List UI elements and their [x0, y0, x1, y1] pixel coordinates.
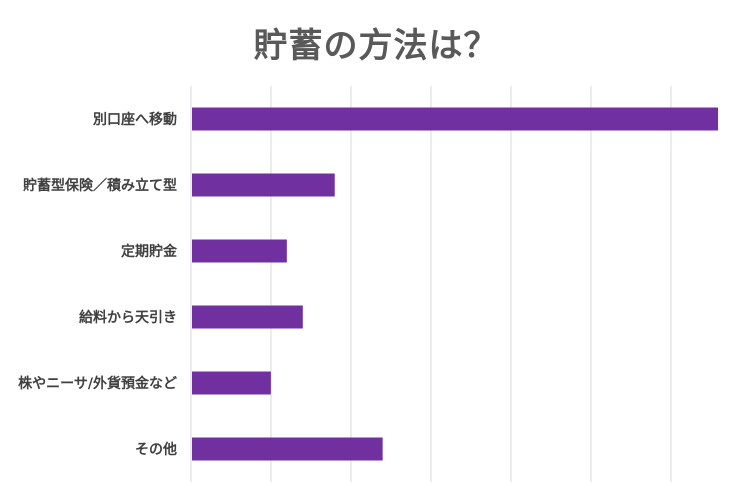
category-label: その他 — [135, 441, 177, 458]
bar — [192, 239, 287, 263]
chart-title: 貯蓄の方法は？ — [253, 26, 499, 66]
bars — [192, 107, 719, 461]
category-label: 給料から天引き — [79, 309, 177, 326]
category-label: 別口座へ移動 — [92, 111, 177, 128]
bar — [192, 305, 303, 329]
bar — [192, 371, 271, 395]
category-labels: 別口座へ移動貯蓄型保険／積み立て型定期貯金給料から天引き株やニーサ/外貨預金など… — [18, 111, 178, 458]
bar — [192, 437, 383, 461]
category-label: 貯蓄型保険／積み立て型 — [23, 177, 177, 194]
category-label: 定期貯金 — [121, 243, 178, 260]
gridlines — [190, 86, 672, 482]
bar — [192, 107, 719, 131]
category-label: 株やニーサ/外貨預金など — [18, 375, 177, 392]
bar — [192, 173, 335, 197]
